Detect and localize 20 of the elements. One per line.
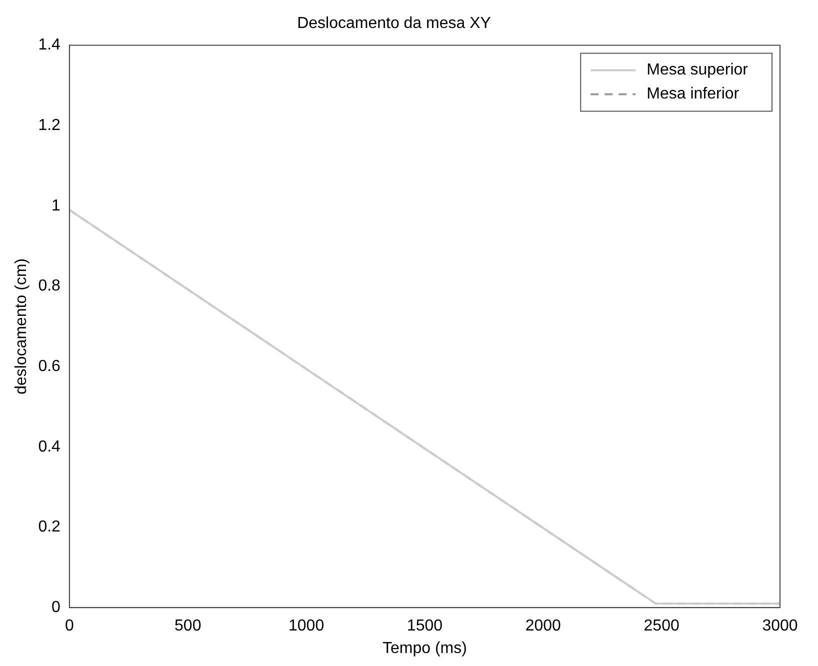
y-tick-label: 0.6 [38, 358, 61, 375]
y-tick-label: 1 [52, 197, 61, 214]
x-tick-label: 500 [174, 618, 202, 635]
x-tick-label: 1500 [406, 618, 443, 635]
legend-label: Mesa inferior [646, 86, 740, 103]
y-tick-label: 1.4 [38, 36, 61, 54]
y-tick-label: 0.2 [38, 518, 61, 536]
legend-label: Mesa superior [646, 62, 749, 79]
chart-title: Deslocamento da mesa XY [297, 15, 492, 32]
x-tick-label: 2500 [644, 618, 680, 635]
x-tick-label: 3000 [762, 618, 798, 635]
y-tick-label: 0.4 [38, 438, 61, 456]
x-tick-label: 0 [64, 618, 74, 635]
x-tick-label: 1000 [288, 618, 324, 635]
y-tick-label: 1.2 [38, 116, 61, 134]
y-tick-label: 0 [52, 599, 61, 616]
y-axis-title: deslocamento (cm) [13, 258, 30, 394]
y-tick-label: 0.8 [38, 278, 61, 295]
x-axis-title: Tempo (ms) [382, 640, 467, 657]
x-tick-label: 2000 [525, 618, 562, 635]
